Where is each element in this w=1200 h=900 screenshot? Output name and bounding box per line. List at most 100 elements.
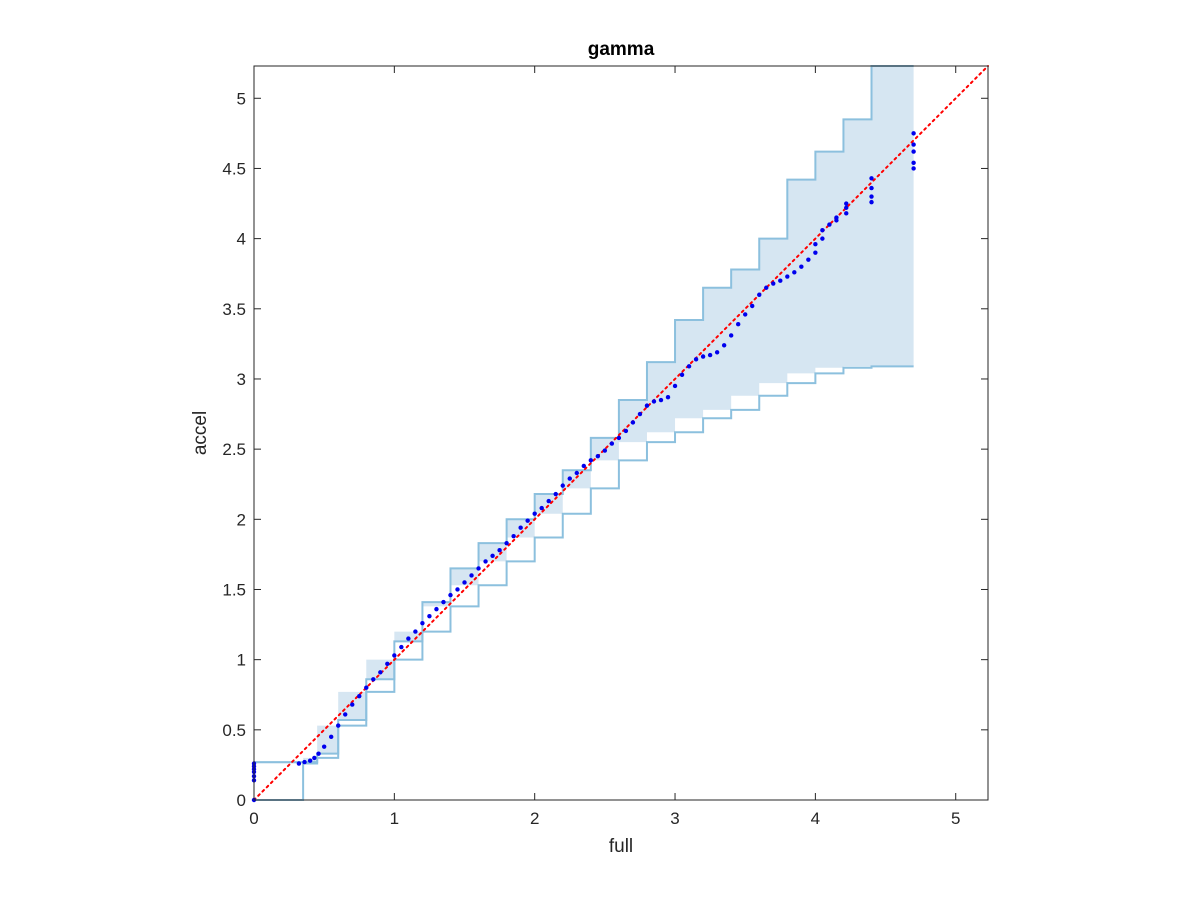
data-point	[343, 712, 348, 717]
data-point	[820, 236, 825, 241]
data-point	[469, 573, 474, 578]
x-tick-label: 5	[951, 809, 960, 828]
y-tick-label: 0.5	[222, 721, 246, 740]
data-point	[820, 228, 825, 233]
data-point	[693, 357, 699, 362]
data-point	[911, 142, 916, 147]
data-point	[350, 702, 355, 707]
y-tick-label: 4	[237, 230, 246, 249]
data-point	[553, 491, 558, 497]
data-point	[321, 744, 327, 749]
data-point	[504, 540, 509, 546]
data-point	[813, 242, 818, 247]
data-point	[911, 149, 916, 154]
y-tick-label: 1.5	[222, 580, 246, 599]
data-point	[581, 463, 587, 469]
data-point	[328, 734, 334, 740]
data-point	[595, 453, 601, 459]
data-point	[911, 166, 916, 171]
identity-line	[253, 65, 989, 801]
y-tick-label: 2	[237, 510, 246, 529]
x-tick-label: 1	[390, 809, 399, 828]
data-point	[911, 131, 916, 136]
y-axis-label: accel	[190, 411, 211, 455]
x-tick-label: 0	[249, 809, 258, 828]
data-point	[490, 553, 495, 559]
data-point	[441, 599, 446, 605]
band-upper-edge	[254, 65, 914, 764]
data-point	[567, 476, 572, 481]
data-point	[778, 278, 783, 283]
data-point	[728, 333, 734, 338]
data-point	[750, 303, 755, 309]
y-tick-label: 3	[237, 370, 246, 389]
data-point	[312, 755, 317, 761]
data-point	[735, 322, 741, 327]
data-point	[518, 525, 523, 530]
x-tick-label: 3	[670, 809, 679, 828]
data-point	[316, 751, 321, 756]
x-axis-ticks: 0 1 2 3 4 5	[249, 66, 960, 828]
data-point	[588, 458, 594, 463]
x-tick-label: 2	[530, 809, 539, 828]
data-point	[813, 250, 818, 255]
y-tick-label: 1	[237, 651, 246, 670]
data-point	[609, 441, 615, 446]
data-point	[834, 215, 839, 220]
data-point	[764, 285, 769, 290]
data-point	[574, 470, 579, 476]
data-point	[771, 281, 776, 286]
reference-line	[253, 65, 989, 801]
data-point	[378, 670, 383, 675]
data-points	[251, 131, 916, 803]
data-point	[806, 257, 811, 262]
y-tick-label: 3.5	[222, 300, 246, 319]
chart-title: gamma	[588, 39, 655, 60]
data-point	[420, 620, 425, 626]
data-point	[869, 194, 874, 199]
data-point	[911, 160, 916, 166]
data-point	[357, 693, 362, 699]
data-point	[844, 205, 849, 210]
data-point	[511, 533, 516, 539]
data-point	[799, 264, 804, 269]
data-point	[307, 758, 313, 763]
data-point	[686, 364, 692, 369]
data-point	[844, 201, 849, 206]
data-point	[679, 372, 685, 377]
data-point	[844, 211, 849, 216]
data-point	[630, 420, 636, 425]
data-point	[869, 185, 874, 191]
data-point	[392, 653, 397, 658]
x-tick-label: 4	[811, 809, 820, 828]
data-point	[302, 759, 307, 765]
data-point	[483, 559, 488, 564]
y-tick-label: 5	[237, 89, 246, 108]
data-point	[448, 592, 453, 598]
data-point	[497, 547, 502, 553]
data-point	[427, 613, 432, 619]
data-point	[616, 435, 622, 441]
data-point	[532, 511, 537, 516]
confidence-band	[254, 65, 914, 801]
data-point	[785, 274, 790, 279]
data-point	[644, 403, 650, 408]
data-point	[827, 222, 832, 227]
data-point	[721, 343, 727, 348]
data-point	[364, 685, 369, 690]
data-point	[476, 566, 481, 571]
data-point	[792, 270, 797, 275]
data-point	[462, 580, 467, 585]
data-point	[672, 383, 678, 389]
axes-box	[253, 65, 989, 801]
band-lower-edge	[254, 365, 914, 801]
data-point	[714, 350, 720, 355]
data-point	[371, 677, 376, 682]
data-point	[413, 629, 418, 634]
y-tick-label: 0	[237, 791, 246, 810]
data-point	[869, 176, 874, 181]
data-point	[385, 661, 390, 667]
y-tick-label: 4.5	[222, 159, 246, 178]
data-point	[406, 636, 411, 641]
